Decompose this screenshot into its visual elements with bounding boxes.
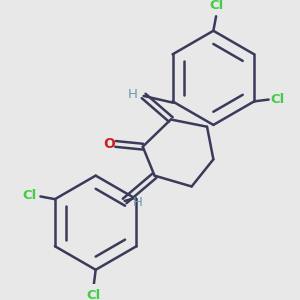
Text: O: O <box>103 137 115 151</box>
Text: Cl: Cl <box>209 0 223 12</box>
Text: H: H <box>132 196 142 209</box>
Text: Cl: Cl <box>271 93 285 106</box>
Text: Cl: Cl <box>87 289 101 300</box>
Text: H: H <box>128 88 138 100</box>
Text: Cl: Cl <box>22 189 37 202</box>
